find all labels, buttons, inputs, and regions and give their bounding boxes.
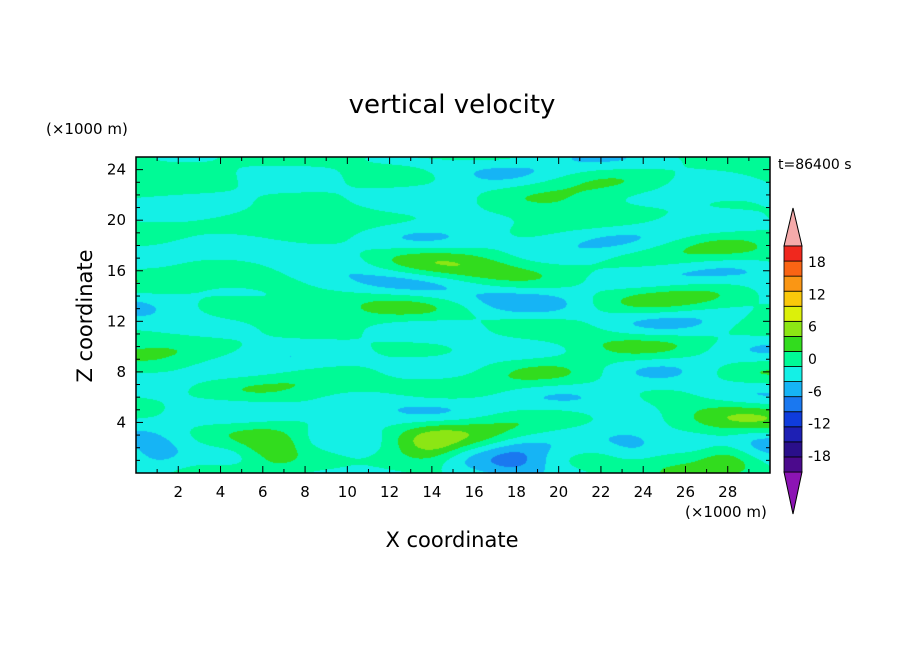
colorbar-swatch <box>783 275 803 292</box>
contour-field <box>136 157 770 473</box>
colorbar-tick-label: -18 <box>808 449 831 465</box>
colorbar-swatch <box>783 396 803 413</box>
x-tick-label: 12 <box>380 483 399 501</box>
x-tick-label: 10 <box>338 483 357 501</box>
y-tick-label: 20 <box>107 211 126 229</box>
x-tick-label: 18 <box>507 483 526 501</box>
y-tick-label: 8 <box>116 363 126 381</box>
colorbar-swatch <box>783 260 803 277</box>
colorbar-tick-label: 0 <box>808 352 817 368</box>
colorbar-tick-label: -6 <box>808 384 822 400</box>
x-tick-label: 2 <box>173 483 183 501</box>
chart-title: vertical velocity <box>349 90 556 120</box>
y-unit-label: (×1000 m) <box>46 120 128 138</box>
colorbar-tick-label: 6 <box>808 320 817 336</box>
colorbar-over-triangle <box>783 207 803 247</box>
colorbar: 18 12 6 0 -6 -12 -18 <box>783 207 831 515</box>
y-tick-label: 12 <box>107 312 126 330</box>
y-axis-ticks: 4 8 12 16 20 24 <box>107 161 770 461</box>
colorbar-swatch <box>783 456 803 473</box>
x-tick-label: 28 <box>718 483 737 501</box>
colorbar-tick-label: 18 <box>808 255 826 271</box>
colorbar-swatch <box>783 245 803 262</box>
colorbar-swatch <box>783 381 803 398</box>
colorbar-swatch <box>783 426 803 443</box>
y-tick-label: 24 <box>107 161 126 179</box>
time-label: t=86400 s <box>778 157 852 173</box>
x-tick-label: 14 <box>422 483 441 501</box>
x-tick-label: 8 <box>300 483 310 501</box>
x-tick-label: 22 <box>591 483 610 501</box>
x-axis-ticks: 2 4 6 8 10 12 14 16 18 20 22 24 26 28 <box>156 157 750 501</box>
colorbar-swatch <box>783 441 803 458</box>
colorbar-swatch <box>783 335 803 352</box>
colorbar-tick-label: -12 <box>808 417 831 433</box>
colorbar-swatch <box>783 351 803 367</box>
x-tick-label: 20 <box>549 483 568 501</box>
x-tick-label: 26 <box>676 483 695 501</box>
x-axis-label: X coordinate <box>385 528 518 552</box>
x-tick-label: 24 <box>634 483 653 501</box>
colorbar-swatch <box>783 366 803 382</box>
y-tick-label: 16 <box>107 262 126 280</box>
x-tick-label: 16 <box>465 483 484 501</box>
y-axis-label: Z coordinate <box>73 249 97 382</box>
x-tick-label: 4 <box>216 483 226 501</box>
colorbar-swatch <box>783 411 803 428</box>
colorbar-tick-label: 12 <box>808 287 826 303</box>
colorbar-swatch <box>783 290 803 307</box>
colorbar-swatch <box>783 320 803 337</box>
colorbar-under-triangle <box>783 471 803 515</box>
x-tick-label: 6 <box>258 483 268 501</box>
y-tick-label: 4 <box>116 413 126 431</box>
x-unit-label: (×1000 m) <box>685 503 767 521</box>
colorbar-swatch <box>783 305 803 322</box>
